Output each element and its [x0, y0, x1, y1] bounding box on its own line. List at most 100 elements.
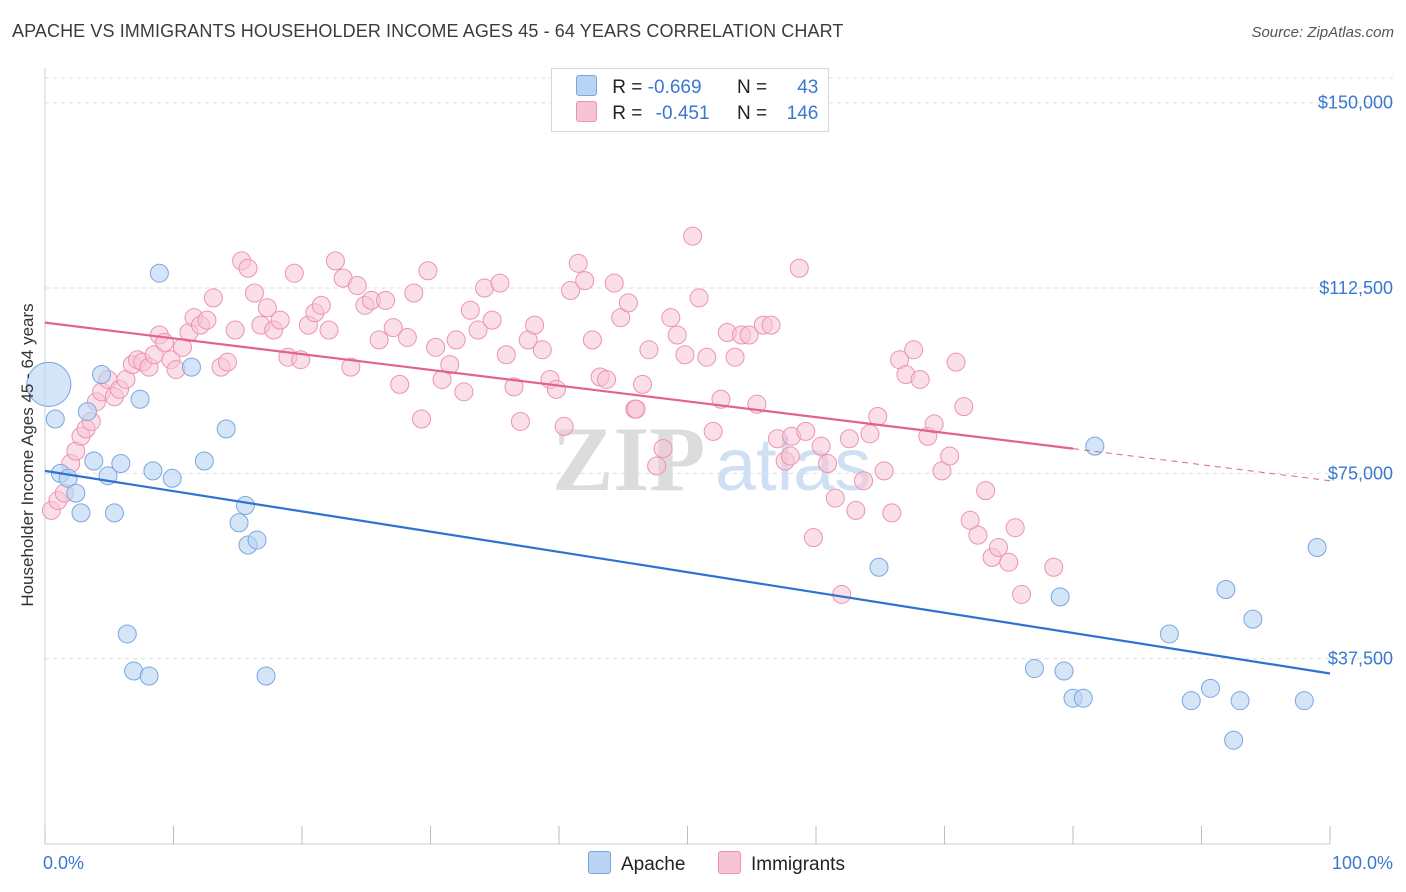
- immigrants-point: [546, 379, 566, 399]
- immigrants-point: [910, 369, 930, 389]
- immigrants-point: [412, 409, 432, 429]
- immigrants-point: [561, 281, 581, 301]
- immigrants-point: [711, 389, 731, 409]
- y-tick-labels: $37,500 $75,000 $112,500 $150,000: [1318, 93, 1393, 669]
- immigrants-point: [639, 340, 659, 360]
- immigrants-point: [924, 414, 944, 434]
- immigrants-point: [418, 261, 438, 281]
- immigrants-point: [846, 500, 866, 520]
- immigrants-point: [739, 325, 759, 345]
- apache-point: [1200, 678, 1220, 698]
- apache-point: [1073, 688, 1093, 708]
- immigrants-point: [661, 308, 681, 328]
- immigrants-point: [796, 421, 816, 441]
- immigrants-point: [703, 421, 723, 441]
- immigrants-point: [882, 503, 902, 523]
- immigrants-point: [839, 429, 859, 449]
- immigrants-points: [41, 226, 1064, 604]
- apache-point: [256, 666, 276, 686]
- apache-point: [1243, 609, 1263, 629]
- trend-lines: [44, 321, 1331, 675]
- apache-point: [162, 468, 182, 488]
- apache-point: [194, 451, 214, 471]
- immigrants-point: [940, 446, 960, 466]
- apache-n-label: N =: [736, 77, 768, 98]
- bottom-legend-apache: Apache: [588, 851, 685, 876]
- apache-point: [92, 365, 112, 385]
- immigrants-point: [510, 411, 530, 431]
- apache-point: [71, 503, 91, 523]
- immigrants-point: [960, 510, 980, 530]
- immigrants-point: [675, 345, 695, 365]
- immigrants-point: [874, 461, 894, 481]
- immigrants-point: [460, 300, 480, 320]
- bottom-legend-immigrants: Immigrants: [718, 851, 845, 876]
- immigrants-point: [689, 288, 709, 308]
- grid-lines: [45, 77, 1394, 660]
- immigrants-point: [390, 374, 410, 394]
- immigrants-point: [697, 347, 717, 367]
- axes: [44, 68, 1331, 845]
- y-tick-label: $150,000: [1318, 93, 1393, 113]
- apache-point: [1085, 436, 1105, 456]
- immigrants-point: [904, 340, 924, 360]
- apache-point: [130, 389, 150, 409]
- immigrants-point: [818, 453, 838, 473]
- apache-point: [1307, 537, 1327, 557]
- apache-point: [1050, 587, 1070, 607]
- immigrants-point: [468, 320, 488, 340]
- immigrants-point: [446, 330, 466, 350]
- x-tick-labels: 0.0% 100.0%: [43, 853, 1393, 873]
- apache-point: [77, 402, 97, 422]
- immigrants-point: [667, 325, 687, 345]
- immigrants-point: [426, 337, 446, 357]
- immigrants-point: [618, 293, 638, 313]
- immigrants-point: [244, 283, 264, 303]
- x-tick-label-end: 100.0%: [1332, 853, 1393, 873]
- immigrants-point: [780, 446, 800, 466]
- apache-point: [149, 263, 169, 283]
- apache-point: [216, 419, 236, 439]
- immigrants-point: [325, 251, 345, 271]
- apache-point: [1294, 691, 1314, 711]
- apache-point: [143, 461, 163, 481]
- apache-point: [45, 409, 65, 429]
- x-tick-label-start: 0.0%: [43, 853, 84, 873]
- immigrants-point: [532, 340, 552, 360]
- immigrants-point: [496, 345, 516, 365]
- y-tick-label: $75,000: [1328, 463, 1393, 483]
- immigrants-point: [225, 320, 245, 340]
- immigrants-point: [270, 310, 290, 330]
- apache-point: [104, 503, 124, 523]
- immigrants-r-value: -0.451: [655, 103, 710, 124]
- immigrants-point: [383, 318, 403, 338]
- bottom-apache-label: Apache: [621, 854, 686, 875]
- legend-row-apache: R = -0.669 N = 43: [576, 75, 818, 99]
- immigrants-point: [397, 327, 417, 347]
- immigrants-point: [626, 399, 646, 419]
- immigrants-point: [376, 290, 396, 310]
- legend-row-immigrants: R = -0.451 N = 146: [576, 101, 818, 125]
- immigrants-point: [976, 481, 996, 501]
- apache-point: [1024, 659, 1044, 679]
- immigrants-n-label: N =: [736, 103, 768, 124]
- apache-r-label: R =: [612, 77, 643, 98]
- immigrants-point: [284, 263, 304, 283]
- apache-point: [229, 513, 249, 533]
- immigrants-point: [653, 439, 673, 459]
- immigrants-point: [725, 347, 745, 367]
- apache-point: [139, 666, 159, 686]
- immigrants-point: [647, 456, 667, 476]
- immigrants-point: [854, 471, 874, 491]
- immigrants-point: [525, 315, 545, 335]
- immigrants-swatch: [576, 101, 597, 122]
- immigrants-point: [932, 461, 952, 481]
- immigrants-point: [341, 357, 361, 377]
- immigrants-point: [946, 352, 966, 372]
- immigrants-point: [440, 355, 460, 375]
- immigrants-point: [197, 310, 217, 330]
- immigrants-point: [803, 528, 823, 548]
- apache-point: [1216, 579, 1236, 599]
- apache-point: [1224, 730, 1244, 750]
